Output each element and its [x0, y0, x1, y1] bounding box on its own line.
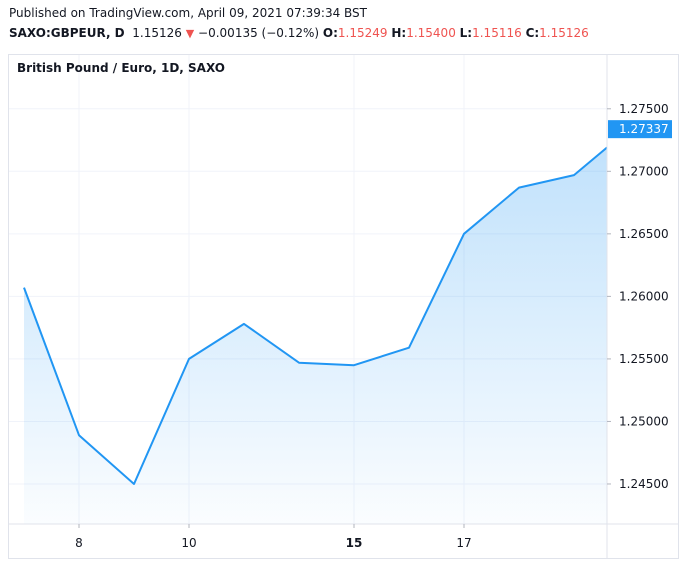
x-axis-ticks: 8 10 15 17	[75, 524, 472, 550]
down-arrow-icon: ▼	[185, 27, 195, 40]
x-tick-label: 8	[75, 536, 83, 550]
last-value-text: 1.27337	[619, 122, 669, 136]
x-tick-label: 10	[181, 536, 196, 550]
y-tick-label: 1.25500	[619, 352, 669, 366]
chart-frame[interactable]	[8, 54, 679, 559]
symbol-info-row: SAXO:GBPEUR, D 1.15126 ▼ −0.00135 (−0.12…	[9, 26, 589, 40]
low-label: L:	[459, 26, 473, 40]
x-tick-label: 15	[346, 536, 363, 550]
series-line	[23, 146, 608, 485]
y-axis-ticks: 1.27500 1.27000 1.26500 1.26000 1.25500 1.250…	[607, 102, 669, 491]
high-value: 1.15400	[406, 26, 456, 40]
y-tick-label: 1.26000	[619, 289, 669, 303]
last-value-box	[608, 120, 672, 139]
y-tick-label: 1.26500	[619, 227, 669, 241]
y-tick-label: 1.24500	[619, 477, 669, 491]
open-value: 1.15249	[337, 26, 388, 40]
last-value-label: 1.27337	[608, 120, 672, 139]
y-tick-label: 1.27000	[619, 164, 669, 178]
close-label: C:	[525, 26, 540, 40]
symbol-label: SAXO:GBPEUR, D	[9, 26, 125, 40]
published-text: Published on TradingView.com, April 09, …	[9, 6, 367, 20]
y-tick-label: 1.25000	[619, 414, 669, 428]
open-label: O:	[322, 26, 338, 40]
y-tick-label: 1.27500	[619, 102, 669, 116]
high-label: H:	[391, 26, 407, 40]
axes	[9, 55, 678, 558]
chart-title: British Pound / Euro, 1D, SAXO	[17, 61, 225, 75]
x-tick-label: 17	[456, 536, 471, 550]
current-price: 1.15126	[132, 26, 182, 40]
price-change: −0.00135 (−0.12%)	[198, 26, 320, 40]
low-value: 1.15116	[472, 26, 522, 40]
area-fill-path	[24, 147, 607, 524]
close-value: 1.15126	[539, 26, 589, 40]
price-line	[23, 146, 608, 485]
area-fill	[24, 147, 607, 524]
